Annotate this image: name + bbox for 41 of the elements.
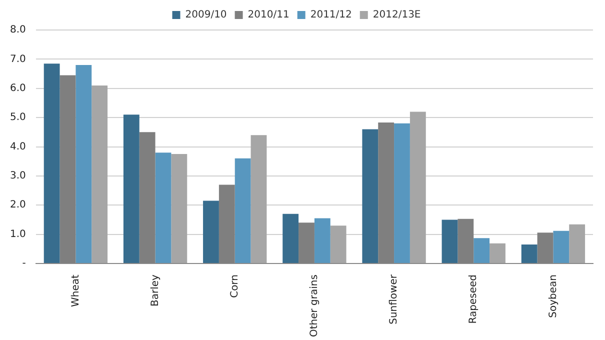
x-tick-label: Sunflower — [388, 274, 400, 324]
bar — [123, 114, 140, 264]
bar — [394, 123, 410, 264]
x-tick-label: Barley — [150, 274, 161, 306]
y-tick-label: 8.0 — [10, 24, 26, 36]
bar — [314, 218, 330, 264]
legend-label: 2010/11 — [248, 10, 290, 21]
y-tick-label: 3.0 — [10, 170, 26, 182]
y-tick-label: 6.0 — [10, 82, 26, 94]
x-tick-label: Other grains — [309, 274, 320, 338]
bar — [76, 65, 92, 264]
bar — [442, 220, 458, 264]
bar — [234, 158, 251, 264]
legend-label: 2009/10 — [185, 10, 227, 21]
y-tick-label: 2.0 — [10, 200, 26, 211]
x-tick-label: Soybean — [548, 274, 559, 318]
y-tick-label: 5.0 — [10, 112, 26, 124]
x-tick-label: Corn — [229, 274, 240, 298]
y-tick-label: 4.0 — [10, 141, 26, 152]
bar — [521, 244, 538, 264]
bar — [92, 85, 108, 264]
bar — [330, 226, 346, 264]
bar — [362, 129, 378, 264]
bar — [171, 154, 188, 264]
bar — [553, 230, 570, 264]
bar — [155, 152, 172, 264]
x-tick-label: Rapeseed — [468, 274, 480, 324]
bar — [250, 135, 267, 264]
bar — [490, 243, 506, 264]
y-tick-label: 1.0 — [10, 228, 26, 240]
legend-label: 2012/13E — [372, 10, 421, 21]
bar — [282, 214, 299, 264]
bar — [203, 200, 219, 264]
bar — [44, 64, 60, 264]
legend-label: 2011/12 — [310, 10, 352, 21]
y-tick-label: - — [22, 258, 26, 270]
bar — [569, 224, 586, 264]
x-tick-label: Wheat — [70, 274, 82, 307]
bar — [410, 112, 426, 264]
y-tick-label: 7.0 — [10, 54, 26, 65]
bar — [474, 238, 490, 264]
